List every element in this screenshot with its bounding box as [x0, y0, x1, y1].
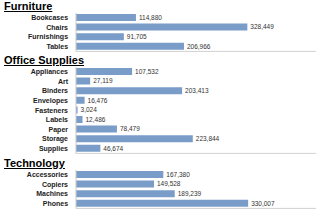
svg-text:206,966: 206,966 — [187, 43, 211, 50]
svg-text:Machines: Machines — [36, 190, 68, 197]
svg-text:Fasteners: Fasteners — [35, 107, 68, 114]
svg-text:114,880: 114,880 — [139, 14, 162, 21]
svg-text:Phones: Phones — [43, 200, 68, 207]
svg-text:27,119: 27,119 — [93, 78, 113, 85]
svg-text:330,007: 330,007 — [251, 199, 275, 206]
svg-text:328,449: 328,449 — [250, 23, 274, 30]
svg-text:Paper: Paper — [49, 126, 69, 134]
svg-text:Appliances: Appliances — [31, 69, 68, 77]
svg-text:Chairs: Chairs — [46, 24, 68, 31]
html-text:Technology: Technology — [4, 156, 65, 169]
svg-text:107,532: 107,532 — [135, 68, 159, 75]
svg-text:Art: Art — [58, 78, 69, 85]
svg-text:Labels: Labels — [46, 117, 68, 124]
html-text:Furniture: Furniture — [4, 0, 53, 12]
svg-text:167,380: 167,380 — [166, 171, 190, 178]
svg-text:78,479: 78,479 — [120, 126, 140, 133]
svg-text:12,486: 12,486 — [86, 116, 106, 123]
svg-text:46,674: 46,674 — [103, 145, 123, 152]
svg-text:149,528: 149,528 — [157, 180, 181, 187]
svg-text:Storage: Storage — [42, 136, 68, 144]
svg-text:189,239: 189,239 — [178, 190, 202, 197]
svg-text:Accessories: Accessories — [27, 171, 68, 178]
svg-text:91,705: 91,705 — [127, 33, 147, 40]
svg-text:Envelopes: Envelopes — [33, 97, 68, 105]
html-text:Office Supplies: Office Supplies — [4, 54, 85, 67]
svg-text:Bookcases: Bookcases — [31, 14, 68, 21]
svg-text:Supplies: Supplies — [39, 145, 68, 153]
svg-text:Binders: Binders — [42, 88, 68, 95]
svg-text:Tables: Tables — [46, 43, 68, 50]
svg-text:3,024: 3,024 — [81, 107, 98, 114]
svg-text:Copiers: Copiers — [42, 181, 68, 189]
svg-text:Furnishings: Furnishings — [28, 33, 68, 41]
svg-text:203,413: 203,413 — [185, 87, 209, 94]
svg-text:16,476: 16,476 — [88, 97, 108, 104]
svg-text:223,844: 223,844 — [196, 135, 220, 142]
